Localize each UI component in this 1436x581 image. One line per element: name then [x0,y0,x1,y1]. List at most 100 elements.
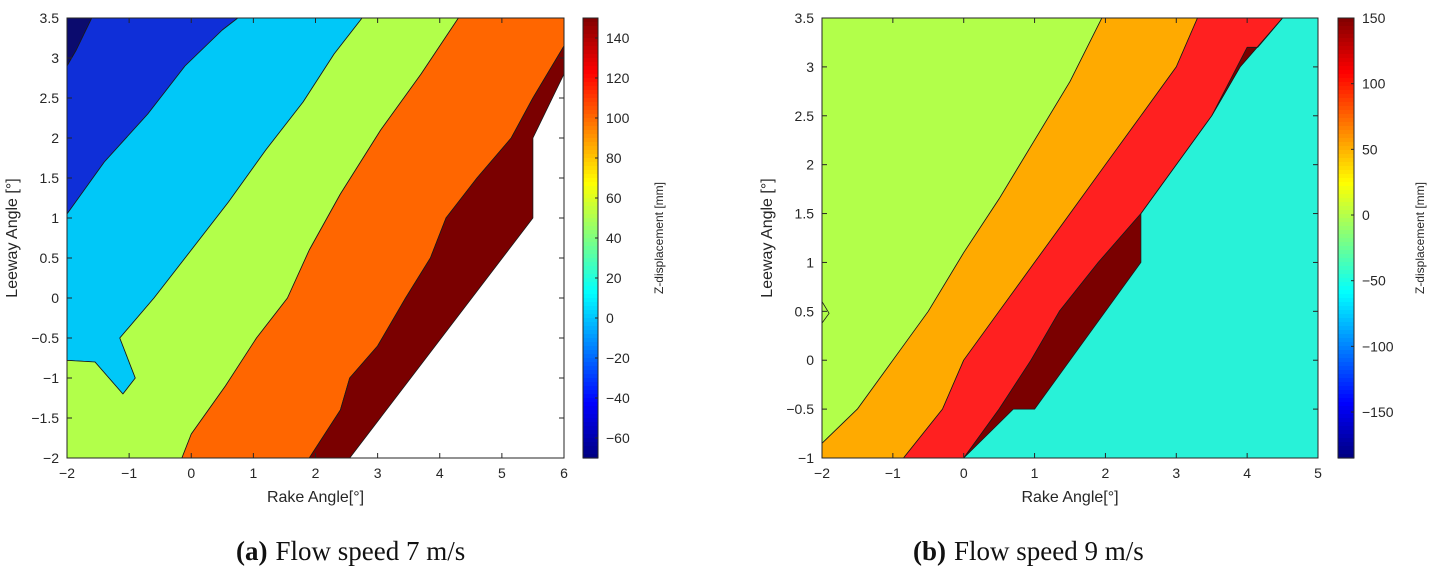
y-tick-label: 1.5 [40,170,60,186]
x-axis-label: Rake Angle[°] [1021,489,1118,506]
colorbar-segment [583,30,598,35]
colorbar-segment [1338,26,1354,31]
x-tick-label: 2 [1102,465,1110,481]
colorbar-segment [583,386,598,391]
colorbar-segment [1338,282,1354,287]
colorbar-segment [583,402,598,407]
colorbar-segment [583,426,598,431]
colorbar-segment [583,278,598,283]
caption-text: Flow speed 9 m/s [954,536,1144,566]
colorbar-tick-label: −100 [1362,338,1394,354]
y-tick-label: 1 [806,254,814,270]
colorbar-segment [583,190,598,195]
colorbar-segment [583,438,598,443]
x-tick-label: −2 [59,465,75,481]
colorbar-segment [1338,338,1354,343]
colorbar-segment [1338,150,1354,155]
colorbar-segment [1338,62,1354,67]
y-tick-label: 2.5 [795,108,815,124]
colorbar-segment [583,286,598,291]
colorbar-segment [583,298,598,303]
colorbar-tick-label: 140 [606,30,630,46]
colorbar-label: Z-displacement [mm] [1413,182,1427,294]
y-tick-label: 2 [806,157,814,173]
colorbar-segment [1338,414,1354,419]
y-tick-label: 2.5 [40,90,60,106]
colorbar: −150 −100 −50 0 50 100 150 Z-displacement [mm] [1337,10,1427,459]
colorbar-segment [583,366,598,371]
figure-caption: (a) Flow speed 7 m/s [236,536,465,566]
colorbar-segment [1338,38,1354,43]
colorbar-segment [583,54,598,59]
colorbar-segment [583,206,598,211]
colorbar-segment [1338,454,1354,459]
colorbar-segment [1338,354,1354,359]
colorbar-segment [583,218,598,223]
y-axis-label: Leeway Angle [°] [759,178,776,297]
y-tick-label: 1.5 [795,206,815,222]
colorbar-segment [583,74,598,79]
colorbar-segment [1338,418,1354,423]
colorbar-segment [583,146,598,151]
colorbar-segment [1338,346,1354,351]
colorbar-segment [583,310,598,315]
x-axis-label: Rake Angle[°] [267,489,364,506]
colorbar-segment [583,66,598,71]
colorbar-segment [1338,410,1354,415]
colorbar-segment [1338,358,1354,363]
colorbar-segment [583,126,598,131]
colorbar-segment [1338,102,1354,107]
colorbar-segment [583,78,598,83]
colorbar-segment [1338,134,1354,139]
colorbar-segment [1338,50,1354,55]
colorbar-segment [583,34,598,39]
colorbar-segment [1338,114,1354,119]
colorbar-segment [583,58,598,63]
colorbar-segment [1338,142,1354,147]
colorbar-tick-label: −20 [606,350,630,366]
colorbar-segment [1338,258,1354,263]
colorbar-segment [1338,110,1354,115]
colorbar-segment [1338,74,1354,79]
colorbar-segment [583,318,598,323]
colorbar-segment [583,406,598,411]
y-tick-label: −0.5 [31,330,59,346]
colorbar-segment [583,130,598,135]
colorbar-segment [1338,42,1354,47]
colorbar-segment [583,22,598,27]
colorbar-segment [583,294,598,299]
colorbar-segment [1338,378,1354,383]
x-tick-label: 1 [1031,465,1039,481]
colorbar-segment [1338,170,1354,175]
colorbar-tick-label: 100 [1362,76,1386,92]
colorbar-segment [583,182,598,187]
colorbar-segment [1338,426,1354,431]
colorbar-segment [1338,330,1354,335]
colorbar-segment [1338,406,1354,411]
colorbar-segment [583,114,598,119]
colorbar-tick-label: 0 [1362,207,1370,223]
x-tick-label: 6 [560,465,568,481]
x-tick-label: −1 [885,465,901,481]
colorbar-segment [583,446,598,451]
y-tick-label: 3 [51,50,59,66]
y-tick-label: −1.5 [31,410,59,426]
colorbar-segment [583,326,598,331]
colorbar-segment [1338,334,1354,339]
colorbar-segment [583,158,598,163]
x-tick-label: 4 [436,465,444,481]
colorbar-segment [1338,270,1354,275]
colorbar-segment [583,210,598,215]
colorbar-segment [1338,126,1354,131]
colorbar-segment [583,142,598,147]
colorbar-segment [583,214,598,219]
colorbar-segment [1338,178,1354,183]
colorbar-tick-label: 20 [606,270,622,286]
colorbar-segment [1338,206,1354,211]
colorbar-segment [583,170,598,175]
colorbar-segment [1338,202,1354,207]
colorbar-segment [583,86,598,91]
colorbar-segment [1338,390,1354,395]
colorbar-segment [1338,186,1354,191]
